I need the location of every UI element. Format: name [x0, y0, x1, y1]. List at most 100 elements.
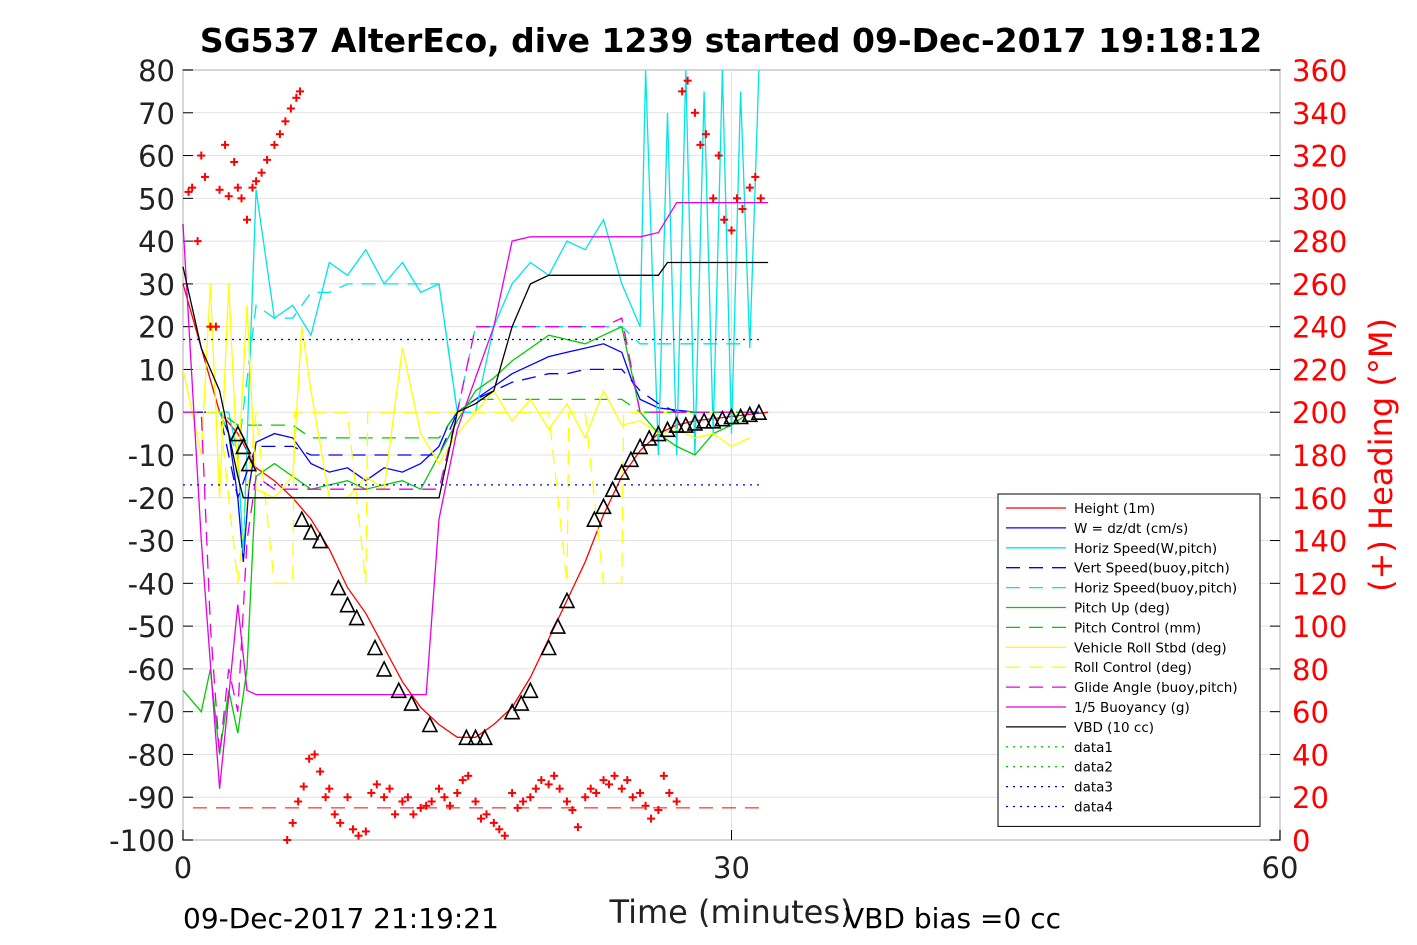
heading-point [310, 750, 319, 759]
dive-marker [704, 411, 722, 429]
legend-entry: Pitch Control (mm) [1006, 620, 1201, 636]
heading-point [732, 194, 741, 203]
heading-point [500, 831, 509, 840]
legend-label: Glide Angle (buoy,pitch) [1074, 680, 1238, 696]
heading-point [714, 151, 723, 160]
heading-point [263, 155, 272, 164]
dive-marker [540, 638, 557, 656]
dive-marker [390, 681, 408, 699]
dive-marker [686, 414, 704, 431]
legend-entry: 1/5 Buoyancy (g) [1006, 700, 1190, 716]
heading-point [380, 793, 389, 802]
y-tick-label: 20 [138, 311, 175, 345]
heading-point [636, 788, 645, 797]
legend-box [997, 493, 1261, 827]
y2-tick-label: 60 [1292, 696, 1329, 730]
legend-entry: VBD (10 cc) [1006, 720, 1154, 736]
heading-point [296, 87, 305, 96]
dive-marker [558, 591, 576, 609]
series-line-8 [183, 411, 750, 584]
heading-point [647, 814, 656, 823]
heading-point [526, 793, 535, 802]
heading-point [586, 784, 595, 793]
heading-point [257, 168, 266, 177]
dive-marker [403, 694, 420, 711]
heading-point [361, 827, 370, 836]
heading-point [573, 823, 582, 832]
heading-point [738, 205, 747, 214]
heading-point [445, 801, 454, 810]
legend: Height (1m) W = dz/dt (cm/s) Horiz Speed(W… [997, 493, 1261, 827]
heading-point [599, 776, 608, 785]
heading-point [665, 788, 674, 797]
heading-point [230, 157, 239, 166]
heading-point [690, 108, 699, 117]
heading-point [434, 784, 443, 793]
y-tick-label: 60 [138, 140, 175, 174]
legend-label: Roll Control (deg) [1074, 660, 1192, 676]
y-tick-label: -60 [128, 653, 175, 687]
heading-point [403, 793, 412, 802]
heading-point [683, 76, 692, 85]
heading-point [330, 810, 339, 819]
heading-point [641, 801, 650, 810]
heading-point [248, 183, 257, 192]
legend-entry: Roll Control (deg) [1006, 660, 1192, 676]
y2-tick-label: 0 [1292, 824, 1310, 858]
heading-point [568, 806, 577, 815]
y2-tick-label: 360 [1292, 54, 1347, 88]
dive-marker [512, 694, 530, 711]
heading-point [701, 130, 710, 139]
heading-point [354, 831, 363, 840]
legend-label: data4 [1074, 800, 1113, 816]
dive-marker [503, 702, 521, 720]
y2-tick-label: 20 [1292, 781, 1329, 815]
legend-label: data1 [1074, 740, 1113, 756]
heading-point [610, 771, 619, 780]
legend-entry: data3 [1006, 780, 1113, 796]
legend-entry: data2 [1006, 760, 1113, 776]
heading-point [316, 767, 325, 776]
heading-point [605, 780, 614, 789]
heading-point [200, 172, 209, 181]
heading-point [193, 237, 202, 246]
dive-marker [240, 454, 258, 472]
heading-point [544, 780, 553, 789]
dive-marker [622, 450, 640, 468]
y-tick-label: -100 [109, 824, 175, 858]
heading-point [623, 776, 632, 785]
heading-point [562, 797, 571, 806]
heading-point [325, 784, 334, 793]
dive-marker [467, 728, 484, 746]
dive-markers [229, 403, 768, 746]
legend-label: Pitch Up (deg) [1074, 601, 1170, 617]
heading-point [727, 226, 736, 235]
heading-point [672, 797, 681, 806]
heading-point [659, 771, 668, 780]
chart-title: SG537 AlterEco, dive 1239 started 09-Dec… [200, 21, 1262, 60]
y-tick-label: -30 [128, 525, 175, 559]
legend-entry: Glide Angle (buoy,pitch) [1006, 680, 1238, 696]
dive-marker [235, 437, 252, 455]
y-tick-label: 40 [138, 225, 175, 259]
dive-marker [476, 728, 493, 746]
y-tick-label: -80 [128, 738, 175, 772]
heading-point [184, 187, 193, 196]
dive-marker [677, 416, 695, 433]
dive-marker [293, 510, 311, 527]
series-line-11 [182, 261, 769, 499]
y2-tick-label: 40 [1292, 738, 1329, 772]
heading-point [188, 183, 197, 192]
heading-point [482, 810, 491, 819]
legend-label: Pitch Control (mm) [1074, 620, 1201, 636]
dive-marker [302, 523, 320, 540]
series-line-9 [183, 317, 750, 755]
heading-point [617, 784, 626, 793]
legend-label: data2 [1074, 760, 1113, 776]
x-tick-label: 30 [713, 851, 750, 885]
legend-entry: Pitch Up (deg) [1006, 601, 1170, 617]
legend-label: W = dz/dt (cm/s) [1074, 521, 1188, 537]
y2-tick-label: 140 [1292, 525, 1347, 559]
series-line-5 [182, 325, 751, 755]
